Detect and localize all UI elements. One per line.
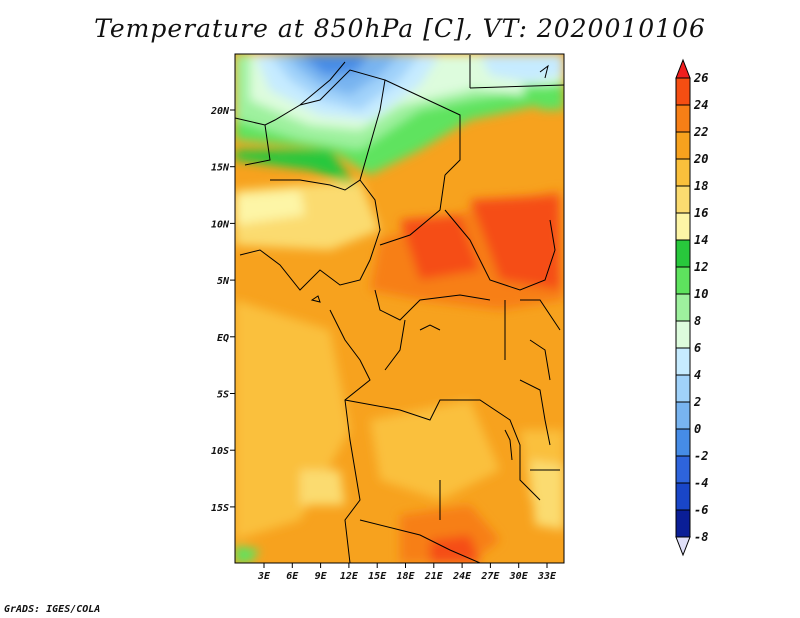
colorbar-swatch bbox=[675, 158, 691, 187]
colorbar-level-label: -2 bbox=[694, 449, 708, 463]
lon-tick-label: 21E bbox=[424, 571, 444, 582]
lon-tick-label: 6E bbox=[286, 571, 299, 582]
colorbar-level-label: 10 bbox=[694, 287, 708, 301]
colorbar-level-label: 4 bbox=[694, 368, 701, 382]
lon-tick-label: 12E bbox=[340, 571, 359, 582]
lat-tick-label: 10N bbox=[211, 219, 230, 230]
lon-tick-label: 9E bbox=[315, 571, 328, 582]
colorbar-bottom-arrow bbox=[675, 536, 691, 557]
colorbar-level-label: -8 bbox=[694, 530, 708, 544]
colorbar-level-label: 26 bbox=[693, 71, 708, 85]
lat-tick-label: EQ bbox=[217, 333, 229, 344]
colorbar-swatch bbox=[675, 347, 691, 376]
colorbar-swatch bbox=[675, 185, 691, 214]
lon-tick-label: 24E bbox=[452, 571, 472, 582]
chart-title: Temperature at 850hPa [C], VT: 202001010… bbox=[94, 14, 706, 43]
lat-tick-label: 5N bbox=[217, 276, 230, 287]
colorbar-swatch bbox=[675, 482, 691, 511]
lat-tick-label: 5S bbox=[217, 390, 229, 401]
colorbar-swatch bbox=[675, 293, 691, 322]
map-frame bbox=[234, 53, 565, 564]
colorbar-swatch bbox=[675, 401, 691, 430]
colorbar-level-label: -6 bbox=[694, 503, 708, 517]
colorbar-swatch bbox=[675, 455, 691, 484]
lon-tick-label: 18E bbox=[396, 571, 415, 582]
colorbar-level-label: 0 bbox=[694, 422, 701, 436]
colorbar-swatch bbox=[675, 266, 691, 295]
colorbar-top-arrow bbox=[675, 58, 691, 79]
colorbar-level-label: -4 bbox=[694, 476, 708, 490]
lon-tick-label: 27E bbox=[480, 571, 500, 582]
longitude-axis: 3E 6E 9E 12E 15E 18E 21E 24E 27E 30E 33E bbox=[257, 563, 557, 582]
lat-tick-label: 20N bbox=[210, 106, 230, 117]
colorbar-swatch bbox=[675, 131, 691, 160]
lon-tick-label: 15E bbox=[368, 571, 387, 582]
country-boundaries bbox=[235, 55, 564, 563]
colorbar-level-label: 8 bbox=[694, 314, 701, 328]
colorbar-swatch bbox=[675, 428, 691, 457]
lon-tick-label: 3E bbox=[257, 571, 271, 582]
latitude-axis: 20N 15N 10N 5N EQ 5S 10S 15S bbox=[210, 106, 235, 514]
grads-credit: GrADS: IGES/COLA bbox=[4, 604, 101, 615]
colorbar-swatch bbox=[675, 77, 691, 106]
temperature-field bbox=[235, 54, 564, 563]
lon-tick-label: 33E bbox=[537, 571, 557, 582]
colorbar-level-label: 22 bbox=[693, 125, 708, 139]
colorbar-level-label: 2 bbox=[693, 395, 701, 409]
colorbar-level-label: 6 bbox=[694, 341, 701, 355]
colorbar-swatch bbox=[675, 320, 691, 349]
colorbar-swatch bbox=[675, 104, 691, 133]
colorbar-swatch bbox=[675, 239, 691, 268]
colorbar-level-label: 18 bbox=[694, 179, 708, 193]
colorbar-swatch bbox=[675, 374, 691, 403]
colorbar-level-label: 14 bbox=[694, 233, 708, 247]
lat-tick-label: 10S bbox=[211, 446, 229, 457]
colorbar-swatch bbox=[675, 509, 691, 538]
lon-tick-label: 30E bbox=[509, 571, 529, 582]
colorbar-level-label: 16 bbox=[694, 206, 708, 220]
lat-tick-label: 15S bbox=[211, 503, 229, 514]
colorbar-swatch bbox=[675, 212, 691, 241]
colorbar-level-label: 24 bbox=[693, 98, 708, 112]
colorbar-level-label: 12 bbox=[694, 260, 708, 274]
colorbar-level-label: 20 bbox=[693, 152, 708, 166]
lat-tick-label: 15N bbox=[211, 163, 230, 174]
